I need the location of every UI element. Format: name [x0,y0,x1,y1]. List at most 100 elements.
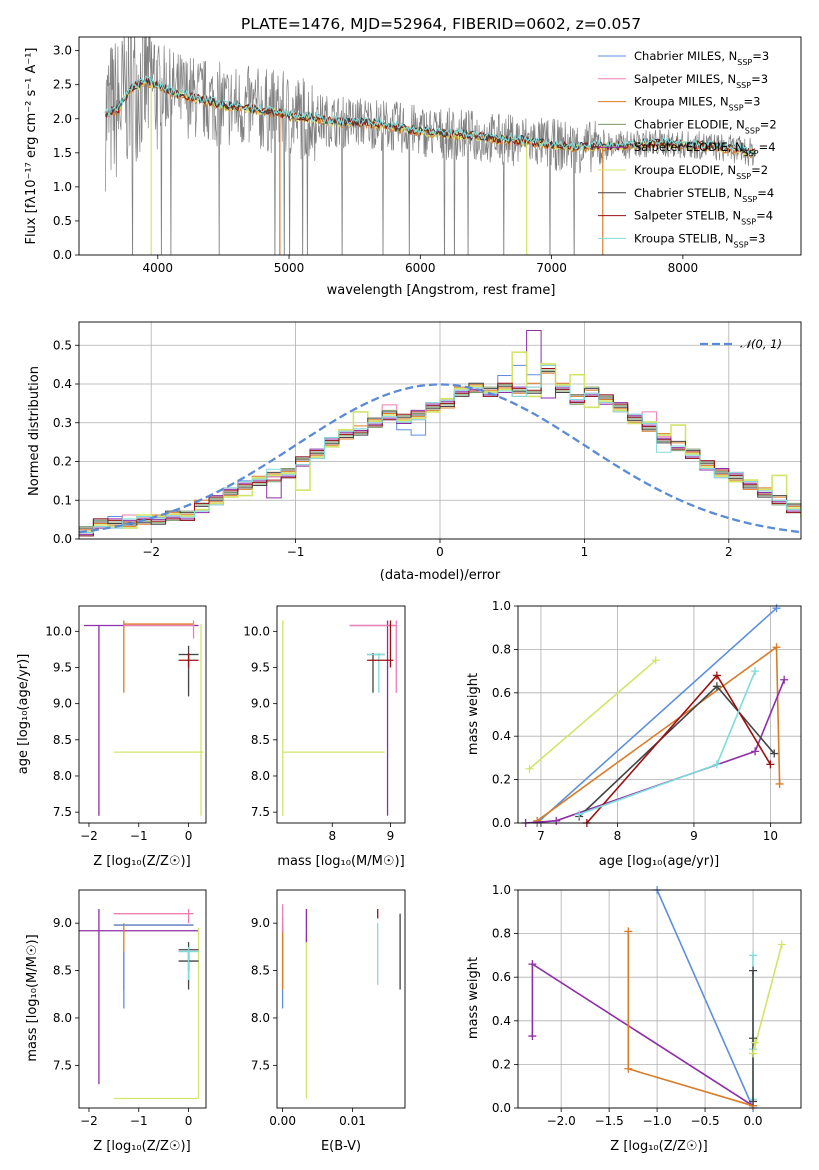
weight-z-xtick-label: −0.5 [690,1114,719,1128]
spectrum-xlabel: wavelength [Angstrom, rest frame] [327,283,556,298]
age-z-frame [78,605,207,824]
age-z-ytick-label: 7.5 [53,805,72,819]
weight-marker-kroupa_elodie [750,1038,759,1047]
age-mass-ytick-label: 7.5 [251,805,270,819]
weight-age-ylabel: mass weight [466,673,481,755]
mass-z-ylabel: mass [log₁₀(M/M☉)] [25,934,40,1061]
weight-line-salpeter_elodie [531,962,754,1107]
spectrum-frame [78,36,802,256]
residual-ytick-label: 0.1 [53,493,72,507]
weight-marker-salpeter_stelib [712,671,721,680]
histogram-step-kroupa_elodie [79,351,801,533]
mass-ebv-ytick-label: 9.0 [251,916,270,930]
weight-z-xtick-label: −1.5 [595,1114,624,1128]
residual-ylabel: Normed distribution [27,366,42,496]
weight-vs-metallicity-panel: −2.0 −1.5 −1.0 −0.5 0.0 0.0 0.2 0.4 0.6 0.8 1.0 [492,883,802,1128]
histogram-step-chabrier_elodie [79,369,801,528]
mass-ebv-ytick-label: 8.0 [251,1011,270,1025]
weight-marker-chabrier_miles [772,604,781,613]
mass-ebv-xtick-label: 0.01 [339,1114,366,1128]
age-z-ytick-label: 8.0 [53,769,72,783]
legend-label: Chabrier MILES, NSSP=3 [634,49,769,67]
spectrum-model-chabrier_stelib [104,76,756,156]
age-z-ytick-label: 9.0 [53,697,72,711]
mass-ebv-ytick-label: 8.5 [251,964,270,978]
spectrum-ytick-label: 1.0 [53,180,72,194]
mass-ebv-ytick-label: 7.5 [251,1058,270,1072]
age-vs-mass-panel: 8 9 7.5 8.0 8.5 9.0 9.5 10.0 [243,605,406,843]
weight-line-kroupa_miles [536,645,781,822]
legend-label: Kroupa ELODIE, NSSP=2 [634,163,768,181]
mass-z-ytick-label: 8.5 [53,964,72,978]
weight-marker-chabrier_stelib [749,966,758,975]
weight-marker-kroupa_stelib [751,667,760,676]
spectrum-xtick-label: 8000 [668,261,699,275]
age-mass-ytick-label: 8.0 [251,769,270,783]
mass-z-ytick-label: 9.0 [53,916,72,930]
mass-z-xtick-label: −2 [80,1114,98,1128]
weight-marker-kroupa_elodie [749,1049,758,1058]
histogram-step-kroupa_miles [79,372,801,531]
weight-age-xlabel: age [log₁₀(age/yr)] [599,854,720,869]
weight-z-ylabel: mass weight [466,957,481,1039]
weight-marker-kroupa_miles [533,816,542,825]
spectrum-ylabel: Flux [fλ10⁻¹⁷ erg cm⁻² s⁻¹ A⁻¹] [24,48,39,245]
age-mass-xtick-label: 9 [387,829,395,843]
weight-z-xtick-label: 0.0 [743,1114,762,1128]
weight-age-xtick-label: 9 [690,829,698,843]
legend-label: Salpeter STELIB, NSSP=4 [634,209,773,227]
weight-z-ytick-label: 0.0 [492,1101,511,1115]
weight-marker-kroupa_stelib [749,951,758,960]
residual-xlabel: (data-model)/error [380,568,501,583]
weight-marker-kroupa_miles [624,1064,633,1073]
weight-age-ytick-label: 0.6 [492,686,511,700]
age-z-ytick-label: 10.0 [45,624,72,638]
weight-marker-chabrier_stelib [770,749,779,758]
weight-z-ytick-label: 0.4 [492,1014,511,1028]
residual-xtick-label: 1 [581,545,589,559]
weight-line-chabrier_miles [656,890,754,1108]
mass-ebv-xlabel: E(B-V) [321,1139,361,1154]
spectrum-ytick-label: 2.5 [53,78,72,92]
residual-ytick-label: 0.4 [53,377,72,391]
normal-curve [78,383,802,534]
weight-z-frame [517,889,802,1109]
age-mass-frame [276,605,406,824]
weight-age-ytick-label: 1.0 [492,599,511,613]
weight-marker-chabrier_stelib [749,1097,758,1106]
weight-age-xtick-label: 7 [537,829,545,843]
weight-marker-kroupa_miles [772,643,781,652]
mass-vs-metallicity-panel: −2 −1 0 7.5 8.0 8.5 9.0 [53,889,207,1128]
weight-marker-kroupa_elodie [525,764,534,773]
residual-frame [78,321,802,540]
legend-label: Chabrier ELODIE, NSSP=2 [634,117,777,135]
weight-marker-salpeter_elodie [751,747,760,756]
histogram-step-chabrier_miles [79,364,801,537]
legend-label: Kroupa MILES, NSSP=3 [634,95,760,113]
weight-z-ytick-label: 0.2 [492,1057,511,1071]
weight-z-ytick-label: 0.6 [492,970,511,984]
mass-ebv-frame [276,889,406,1109]
residual-ytick-label: 0.0 [53,532,72,546]
histogram-step-salpeter_miles [79,364,801,534]
spectrum-xtick-label: 7000 [536,261,567,275]
weight-z-xtick-label: −2.0 [547,1114,576,1128]
weight-z-xlabel: Z [log₁₀(Z/Z☉)] [610,1139,707,1154]
age-z-xlabel: Z [log₁₀(Z/Z☉)] [93,854,190,869]
histogram-step-chabrier_stelib [79,371,801,529]
age-mass-xtick-label: 8 [328,829,336,843]
weight-marker-kroupa_stelib [575,810,584,819]
spectrum-ytick-label: 2.0 [53,112,72,126]
age-z-ytick-label: 8.5 [53,733,72,747]
residual-ytick-label: 0.5 [53,338,72,352]
spectrum-model-kroupa_miles [104,76,756,159]
spectrum-model-kroupa_stelib [104,75,756,156]
spectrum-ytick-label: 0.0 [53,248,72,262]
weight-age-frame [517,605,802,824]
weight-marker-salpeter_stelib [766,760,775,769]
weight-marker-salpeter_elodie [528,960,537,969]
legend-label: 𝒩(0, 1) [740,337,782,351]
weight-age-ytick-label: 0.2 [492,773,511,787]
weight-marker-kroupa_miles [775,779,784,788]
